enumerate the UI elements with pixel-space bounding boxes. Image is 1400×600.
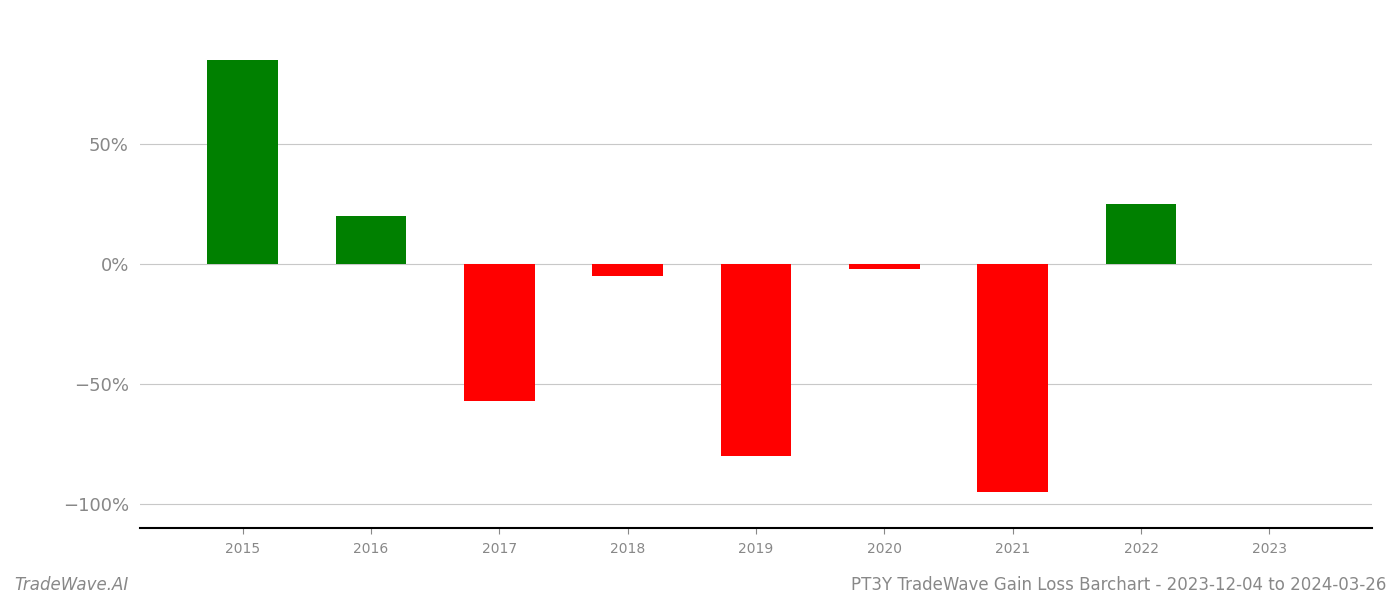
Text: PT3Y TradeWave Gain Loss Barchart - 2023-12-04 to 2024-03-26: PT3Y TradeWave Gain Loss Barchart - 2023… <box>851 576 1386 594</box>
Bar <box>207 60 279 264</box>
Bar <box>463 264 535 401</box>
Text: TradeWave.AI: TradeWave.AI <box>14 576 129 594</box>
Bar <box>977 264 1049 492</box>
Bar <box>721 264 791 456</box>
Bar <box>592 264 664 276</box>
Bar <box>336 216 406 264</box>
Bar <box>848 264 920 269</box>
Bar <box>1106 204 1176 264</box>
